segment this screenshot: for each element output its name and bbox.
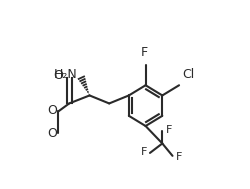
Text: O: O <box>47 127 57 140</box>
Text: F: F <box>176 152 182 162</box>
Text: F: F <box>166 125 172 135</box>
Text: O: O <box>53 69 63 82</box>
Text: Cl: Cl <box>182 68 194 81</box>
Text: F: F <box>140 46 148 59</box>
Text: O: O <box>47 104 57 117</box>
Text: H₂N: H₂N <box>54 68 77 81</box>
Text: F: F <box>141 147 147 157</box>
